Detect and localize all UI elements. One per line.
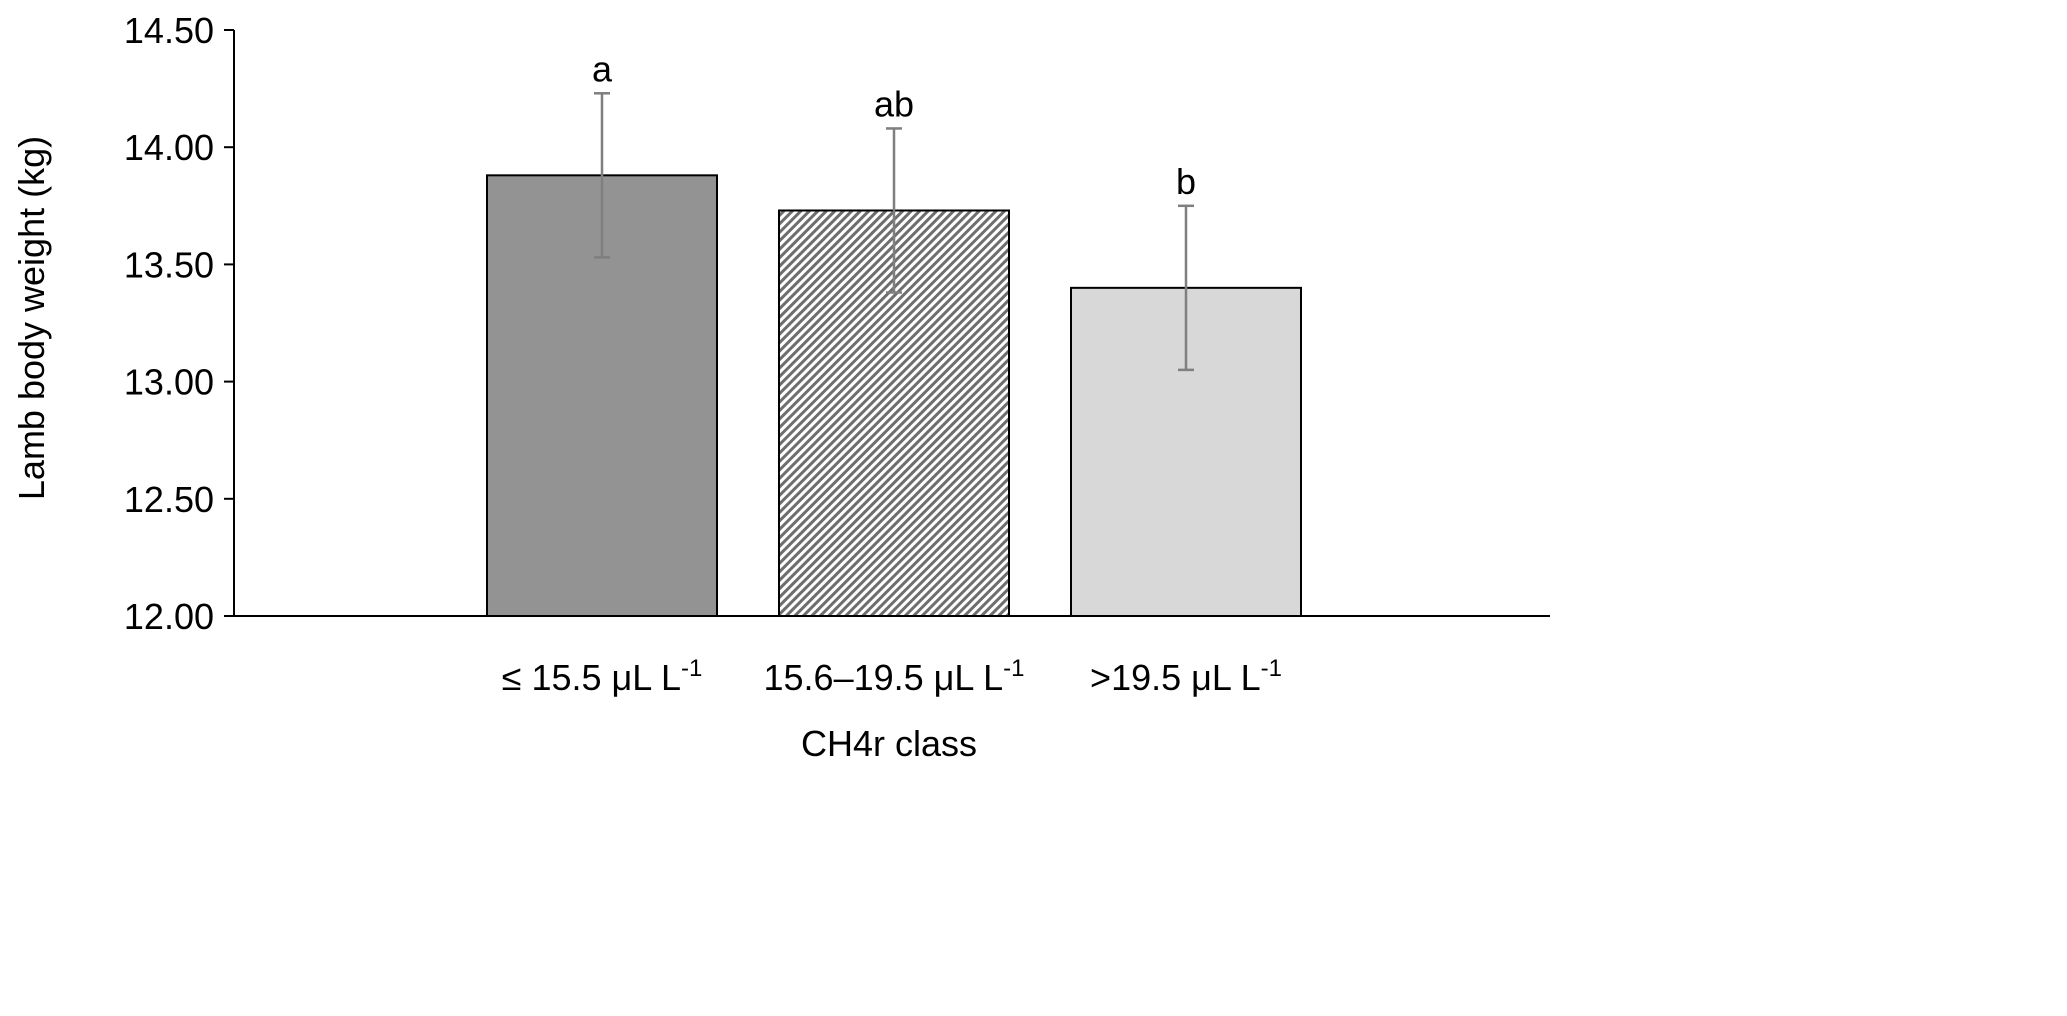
y-tick-label: 12.50 [124,479,214,520]
y-tick-label: 13.50 [124,244,214,285]
significance-label: b [1176,161,1196,202]
error-bar [886,127,902,294]
y-axis-title: Lamb body weight (kg) [11,136,52,500]
significance-label: ab [874,83,914,124]
x-tick-label: >19.5 μL L-1 [1090,655,1282,698]
x-axis-title: CH4r class [801,723,977,764]
y-tick-label: 13.00 [124,362,214,403]
x-tick-label: ≤ 15.5 μL L-1 [502,655,703,698]
error-bar [1178,204,1194,372]
x-tick-label: 15.6–19.5 μL L-1 [764,655,1025,698]
significance-label: a [592,48,613,89]
error-bar [594,92,610,259]
y-tick-label: 14.50 [124,10,214,51]
y-tick-label: 14.00 [124,127,214,168]
y-tick-label: 12.00 [124,596,214,637]
bar-chart: 12.00 12.50 13.00 13.50 14.00 14.50 a ≤ 15.5 μL… [11,10,1550,764]
